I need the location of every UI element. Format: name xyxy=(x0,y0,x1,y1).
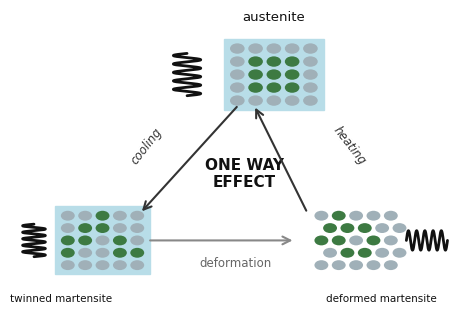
Circle shape xyxy=(78,248,92,258)
Text: twinned martensite: twinned martensite xyxy=(10,294,112,304)
Circle shape xyxy=(113,211,127,221)
Circle shape xyxy=(248,43,263,54)
Circle shape xyxy=(96,248,109,258)
Circle shape xyxy=(96,223,109,233)
Circle shape xyxy=(303,69,318,80)
Circle shape xyxy=(130,211,144,221)
Circle shape xyxy=(366,211,381,221)
Circle shape xyxy=(230,95,245,106)
Circle shape xyxy=(314,236,328,245)
Circle shape xyxy=(266,82,281,93)
Circle shape xyxy=(113,236,127,245)
Circle shape xyxy=(61,223,75,233)
Text: deformation: deformation xyxy=(199,257,271,270)
Circle shape xyxy=(392,248,406,258)
Circle shape xyxy=(285,56,300,67)
Circle shape xyxy=(340,248,355,258)
Circle shape xyxy=(266,56,281,67)
Circle shape xyxy=(130,223,144,233)
Circle shape xyxy=(375,223,389,233)
Circle shape xyxy=(130,260,144,270)
Circle shape xyxy=(285,43,300,54)
Circle shape xyxy=(285,95,300,106)
Circle shape xyxy=(303,43,318,54)
Circle shape xyxy=(332,260,346,270)
Circle shape xyxy=(61,248,75,258)
Circle shape xyxy=(113,223,127,233)
Circle shape xyxy=(375,248,389,258)
Text: deformed martensite: deformed martensite xyxy=(326,294,437,304)
Circle shape xyxy=(358,223,372,233)
Circle shape xyxy=(248,95,263,106)
Circle shape xyxy=(323,248,337,258)
Circle shape xyxy=(113,260,127,270)
Circle shape xyxy=(78,260,92,270)
Circle shape xyxy=(248,56,263,67)
Circle shape xyxy=(332,211,346,221)
Circle shape xyxy=(358,248,372,258)
Circle shape xyxy=(78,223,92,233)
Circle shape xyxy=(113,248,127,258)
Circle shape xyxy=(230,43,245,54)
Circle shape xyxy=(303,82,318,93)
Circle shape xyxy=(332,236,346,245)
Circle shape xyxy=(323,223,337,233)
Circle shape xyxy=(61,236,75,245)
Circle shape xyxy=(61,260,75,270)
Circle shape xyxy=(230,82,245,93)
Circle shape xyxy=(266,43,281,54)
Circle shape xyxy=(266,69,281,80)
Text: ONE WAY
EFFECT: ONE WAY EFFECT xyxy=(205,157,283,190)
Text: austenite: austenite xyxy=(243,11,305,24)
Bar xyxy=(224,39,324,110)
Circle shape xyxy=(266,95,281,106)
Circle shape xyxy=(230,56,245,67)
Circle shape xyxy=(384,211,398,221)
Circle shape xyxy=(96,236,109,245)
Circle shape xyxy=(349,260,363,270)
Circle shape xyxy=(392,223,406,233)
Circle shape xyxy=(96,211,109,221)
Circle shape xyxy=(303,95,318,106)
Circle shape xyxy=(230,69,245,80)
Circle shape xyxy=(340,223,355,233)
Circle shape xyxy=(78,211,92,221)
Text: heating: heating xyxy=(330,124,368,168)
Circle shape xyxy=(384,236,398,245)
Circle shape xyxy=(78,236,92,245)
Circle shape xyxy=(61,211,75,221)
Circle shape xyxy=(349,211,363,221)
Circle shape xyxy=(314,260,328,270)
Circle shape xyxy=(366,260,381,270)
Circle shape xyxy=(248,82,263,93)
Bar xyxy=(55,206,150,275)
Circle shape xyxy=(303,56,318,67)
Circle shape xyxy=(314,211,328,221)
Circle shape xyxy=(248,69,263,80)
Circle shape xyxy=(130,236,144,245)
Circle shape xyxy=(285,69,300,80)
Circle shape xyxy=(349,236,363,245)
Circle shape xyxy=(366,236,381,245)
Circle shape xyxy=(130,248,144,258)
Circle shape xyxy=(384,260,398,270)
Circle shape xyxy=(96,260,109,270)
Circle shape xyxy=(285,82,300,93)
Text: cooling: cooling xyxy=(128,125,164,167)
